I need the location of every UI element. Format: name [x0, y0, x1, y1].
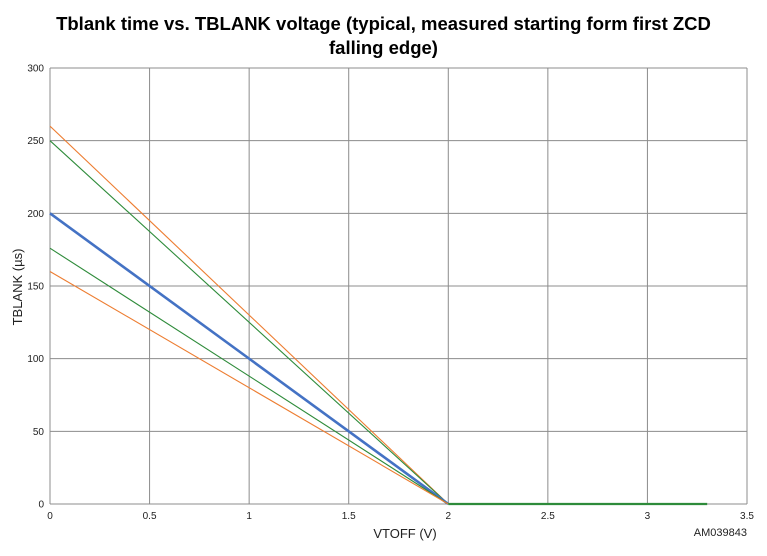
x-tick-label: 3.5 — [740, 511, 754, 522]
chart-title-line-1: Tblank time vs. TBLANK voltage (typical,… — [56, 13, 711, 34]
figure-code: AM039843 — [693, 527, 747, 539]
x-tick-label: 3 — [645, 511, 651, 522]
x-tick-label: 2 — [446, 511, 452, 522]
y-tick-label: 300 — [27, 64, 44, 75]
y-tick-label: 150 — [27, 282, 44, 293]
y-tick-label: 200 — [27, 209, 44, 220]
x-axis-label: VTOFF (V) — [373, 526, 436, 541]
x-tick-label: 1.5 — [342, 511, 356, 522]
y-tick-label: 250 — [27, 136, 44, 147]
series-line-4 — [49, 270, 449, 505]
x-tick-label: 2.5 — [541, 511, 555, 522]
y-tick-label: 100 — [27, 354, 44, 365]
x-axis-ticks: 0 0.5 1 1.5 2 2.5 3 3.5 — [47, 511, 754, 522]
series-line-0 — [49, 125, 449, 505]
chart-title: Tblank time vs. TBLANK voltage (typical,… — [0, 12, 767, 60]
grid — [49, 67, 748, 505]
y-tick-label: 0 — [38, 500, 44, 511]
series-lines — [49, 125, 708, 506]
y-tick-label: 50 — [33, 427, 45, 438]
series-line-3 — [49, 247, 449, 505]
x-tick-label: 0 — [47, 511, 53, 522]
x-tick-label: 0.5 — [143, 511, 157, 522]
y-axis-label: TBLANK (µs) — [10, 249, 25, 326]
x-tick-label: 1 — [246, 511, 252, 522]
series-line-2 — [49, 212, 450, 506]
chart-title-line-2: falling edge) — [329, 37, 438, 58]
y-axis-ticks: 0 50 100 150 200 250 300 — [27, 64, 44, 511]
series-line-1 — [49, 140, 449, 505]
